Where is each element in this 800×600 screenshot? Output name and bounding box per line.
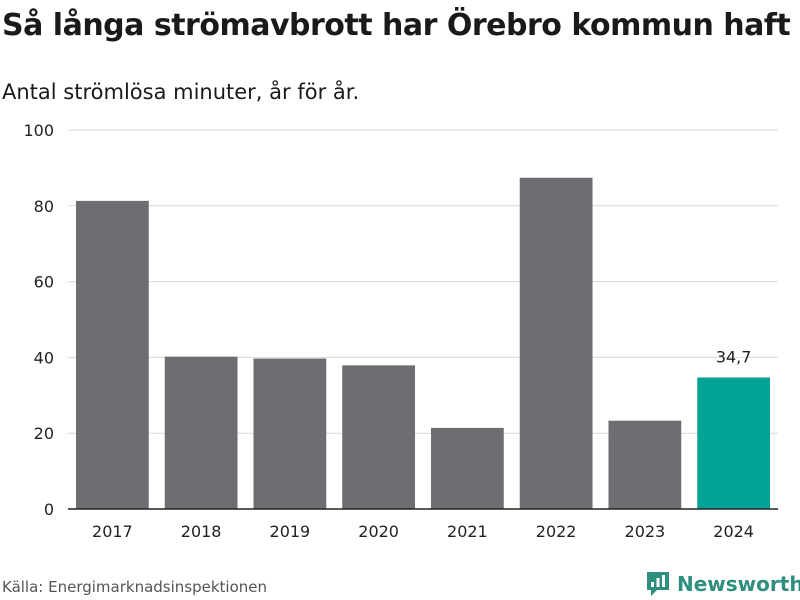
y-tick-label: 80 (34, 197, 54, 216)
brand-logo: Newsworthy (645, 569, 800, 599)
bar-2024 (697, 377, 771, 509)
x-tick-label: 2018 (181, 522, 222, 541)
x-tick-label: 2023 (625, 522, 666, 541)
x-tick-label: 2021 (447, 522, 488, 541)
x-tick-label: 2017 (92, 522, 133, 541)
x-tick-label: 2024 (713, 522, 754, 541)
bar-2021 (430, 427, 504, 509)
y-tick-label: 20 (34, 424, 54, 443)
y-tick-label: 100 (23, 121, 54, 140)
chart-title: Så långa strömavbrott har Örebro kommun … (2, 8, 791, 43)
y-tick-label: 0 (44, 500, 54, 519)
bar-2018 (164, 356, 238, 509)
newsworthy-logo-icon (647, 572, 669, 596)
bar-2019 (253, 358, 327, 509)
x-tick-label: 2020 (358, 522, 399, 541)
chart-subtitle: Antal strömlösa minuter, år för år. (2, 80, 360, 104)
bar-2020 (342, 365, 416, 509)
y-axis-ticks: 0 20 40 60 80 100 (23, 121, 54, 519)
bars (75, 177, 771, 510)
bar-2022 (519, 177, 593, 509)
data-label: 34,7 (716, 347, 752, 366)
y-tick-label: 60 (34, 273, 54, 292)
x-axis-ticks: 2017 2018 2019 2020 2021 2022 2023 2024 (92, 522, 754, 541)
source-note: Källa: Energimarknadsinspektionen (2, 578, 268, 596)
y-tick-label: 40 (34, 348, 54, 367)
brand-name: Newsworthy (677, 572, 800, 596)
data-labels: 34,7 (716, 347, 752, 366)
bar-2017 (75, 200, 149, 510)
x-tick-label: 2022 (536, 522, 577, 541)
x-tick-label: 2019 (270, 522, 311, 541)
bar-2023 (608, 420, 682, 509)
